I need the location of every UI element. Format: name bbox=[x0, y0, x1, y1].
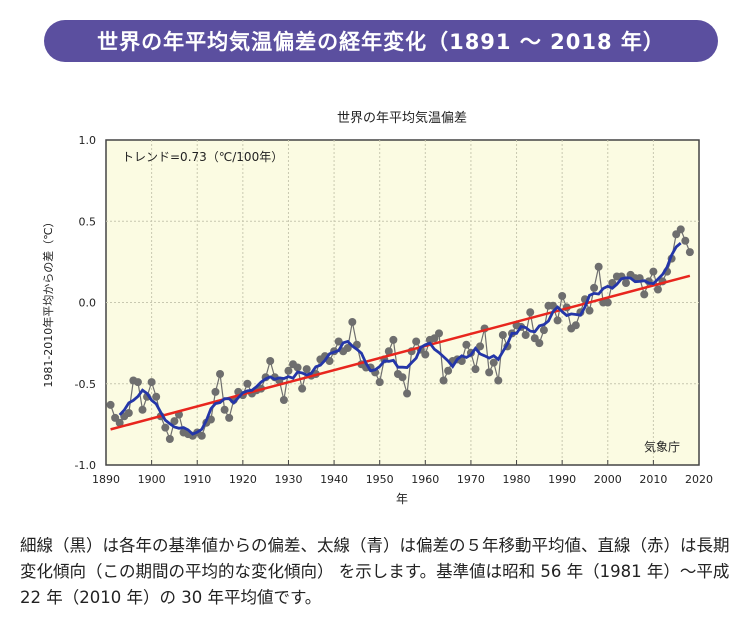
annual-point bbox=[558, 292, 567, 300]
annual-point bbox=[462, 340, 471, 349]
x-tick-label: 1940 bbox=[320, 473, 348, 486]
annual-point bbox=[649, 267, 658, 276]
annual-point bbox=[444, 366, 453, 375]
y-tick-label: 0.5 bbox=[79, 215, 97, 228]
x-tick-label: 1980 bbox=[503, 473, 531, 486]
annual-point bbox=[421, 350, 430, 359]
x-tick-label: 1920 bbox=[229, 473, 257, 486]
annual-point bbox=[494, 376, 503, 385]
trend-line bbox=[110, 274, 691, 431]
annual-point bbox=[138, 405, 147, 414]
annual-point bbox=[293, 363, 302, 372]
annual-point bbox=[594, 262, 603, 271]
annual-point bbox=[266, 357, 275, 365]
x-tick-label: 1890 bbox=[92, 473, 120, 486]
annual-point bbox=[161, 423, 170, 432]
annual-point bbox=[681, 236, 690, 245]
y-tick-label: -1.0 bbox=[75, 459, 96, 472]
annual-point bbox=[539, 326, 548, 335]
annual-point bbox=[152, 392, 161, 401]
annual-point bbox=[343, 344, 352, 352]
annual-point bbox=[170, 417, 179, 426]
x-tick-label: 1910 bbox=[183, 473, 211, 486]
x-axis-label: 年 bbox=[396, 492, 408, 506]
annual-point bbox=[485, 368, 494, 377]
caption: 細線（黒）は各年の基準値からの偏差、太線（青）は偏差の５年移動平均値、直線（赤）… bbox=[20, 536, 730, 607]
annual-point bbox=[535, 339, 544, 348]
annual-point bbox=[334, 337, 343, 346]
x-tick-label: 1990 bbox=[548, 473, 576, 486]
annual-point bbox=[476, 342, 485, 351]
annual-point bbox=[685, 248, 694, 257]
source-label: 気象庁 bbox=[644, 439, 680, 454]
annual-point bbox=[106, 400, 115, 409]
page-title: 世界の年平均気温偏差の経年変化（1891 ～ 2018 年） bbox=[44, 20, 718, 62]
moving-average-line bbox=[118, 241, 682, 436]
annual-point bbox=[165, 435, 174, 443]
x-tick-label: 2010 bbox=[639, 473, 667, 486]
trend-annotation: トレンド=0.73（℃/100年） bbox=[122, 150, 283, 164]
x-tick-label: 1970 bbox=[457, 473, 485, 486]
annual-point bbox=[553, 316, 562, 325]
annual-point bbox=[471, 365, 480, 374]
annual-point bbox=[585, 306, 594, 315]
x-tick-label: 1900 bbox=[138, 473, 166, 486]
annual-point bbox=[398, 373, 407, 382]
annual-point bbox=[489, 358, 498, 367]
chart-title: 世界の年平均気温偏差 bbox=[337, 110, 467, 126]
annual-point bbox=[197, 431, 206, 440]
annual-point bbox=[498, 331, 507, 339]
x-tick-label: 2020 bbox=[685, 473, 713, 486]
annual-point bbox=[521, 331, 530, 339]
annual-point bbox=[302, 365, 311, 374]
annual-point bbox=[375, 378, 384, 387]
y-tick-label: 0.0 bbox=[79, 297, 97, 310]
annual-point bbox=[434, 329, 443, 338]
annual-point bbox=[147, 378, 156, 387]
x-tick-label: 1960 bbox=[411, 473, 439, 486]
y-tick-label: 1.0 bbox=[79, 134, 97, 147]
annual-point bbox=[133, 378, 142, 387]
annual-point bbox=[403, 389, 412, 398]
annual-point bbox=[603, 298, 612, 307]
y-axis-label: 1981-2010年平均からの差（℃） bbox=[41, 216, 55, 387]
annual-point bbox=[220, 405, 229, 414]
x-tick-label: 2000 bbox=[594, 473, 622, 486]
x-tick-label: 1930 bbox=[274, 473, 302, 486]
y-tick-label: -0.5 bbox=[75, 378, 96, 391]
annual-point bbox=[243, 379, 252, 388]
annual-point bbox=[279, 396, 288, 404]
annual-point bbox=[348, 318, 357, 326]
temperature-anomaly-chart: 世界の年平均気温偏差 1890 1900 1910 1920 1930 1940 1950 1… bbox=[41, 110, 713, 506]
annual-point bbox=[115, 418, 124, 427]
annual-point bbox=[284, 366, 293, 375]
annual-point bbox=[676, 225, 685, 234]
annual-point bbox=[384, 347, 393, 356]
annual-point bbox=[640, 290, 649, 299]
annual-point bbox=[216, 370, 225, 378]
annual-point bbox=[571, 321, 580, 330]
annual-point bbox=[526, 308, 535, 317]
annual-point bbox=[590, 283, 599, 292]
annual-point bbox=[225, 413, 234, 422]
annual-point bbox=[389, 335, 398, 344]
annual-point bbox=[412, 337, 421, 346]
x-tick-label: 1950 bbox=[366, 473, 394, 486]
annual-point bbox=[124, 409, 133, 417]
annual-point bbox=[211, 387, 220, 396]
annual-point bbox=[653, 285, 662, 294]
annual-point bbox=[298, 384, 307, 393]
annual-point bbox=[439, 376, 448, 385]
annual-point bbox=[622, 279, 631, 287]
